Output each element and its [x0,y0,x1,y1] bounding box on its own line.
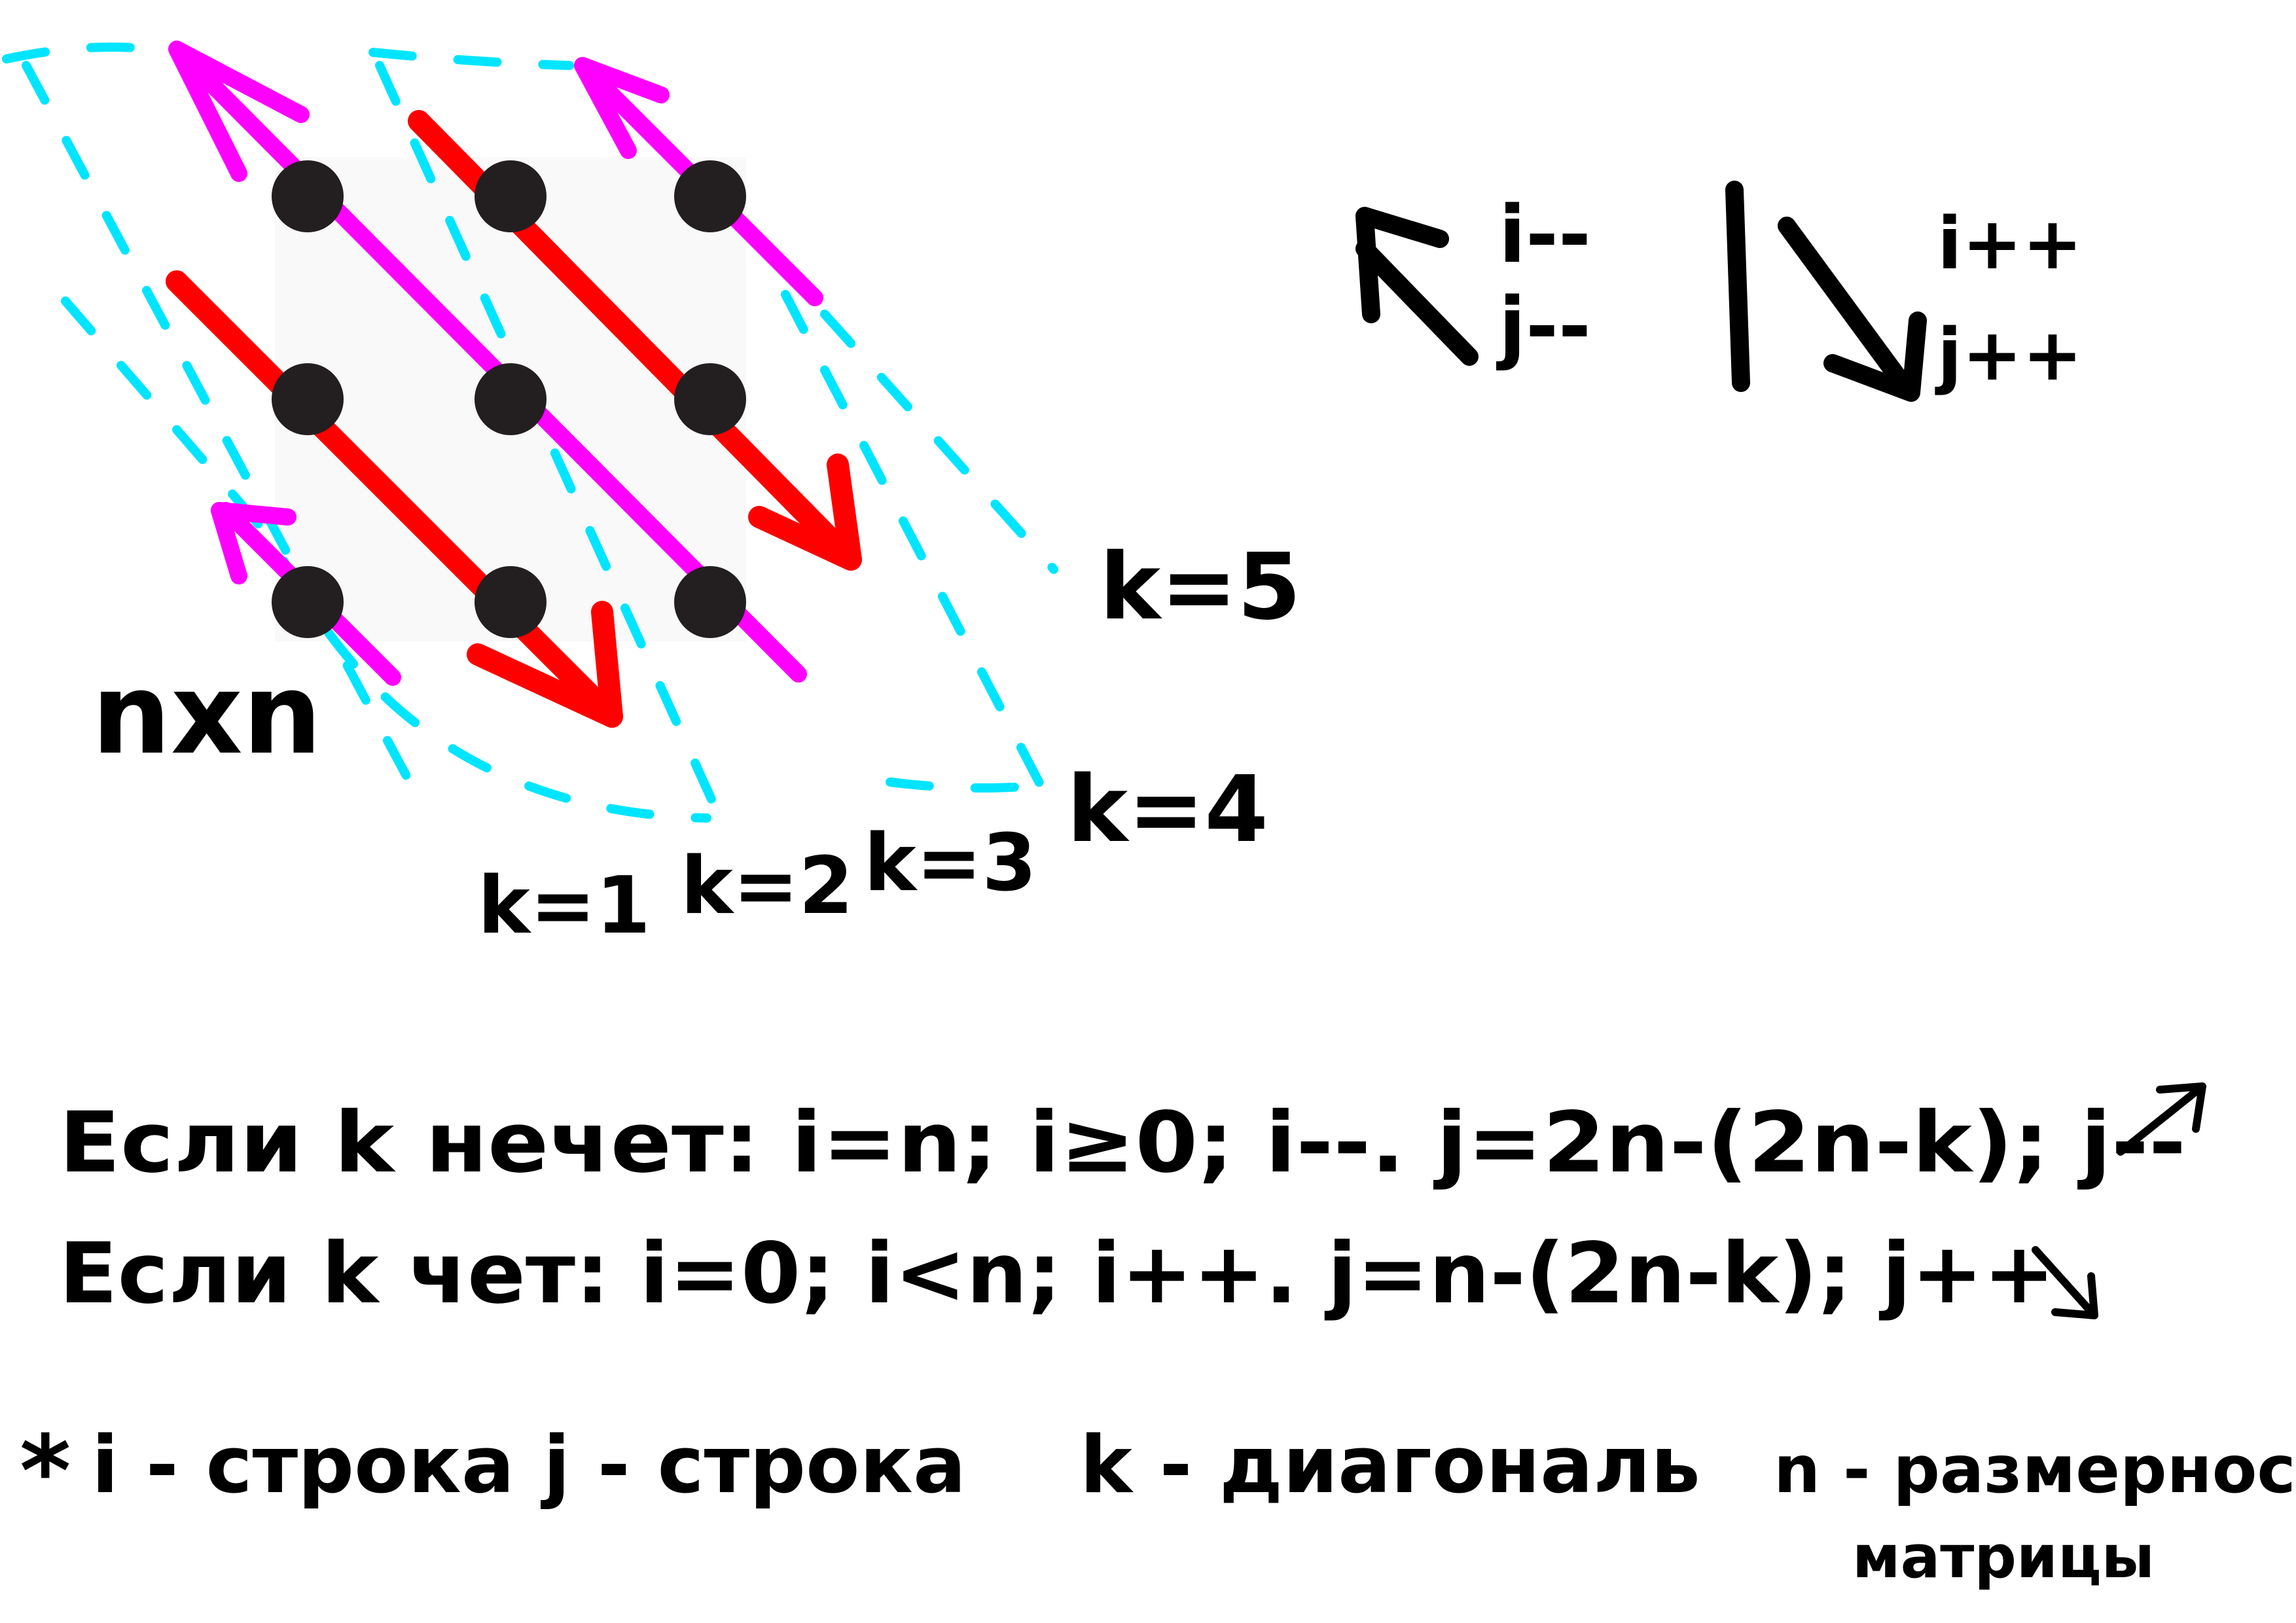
rule-odd-up-arrow-icon [2117,1082,2206,1156]
legend-up-j: j-- [1496,281,1591,372]
matrix-dots [272,160,746,638]
magenta-arrowhead-k3 [168,41,310,182]
magenta-arrowhead-k1 [211,502,296,584]
rule-even: Если k чет: i=0; i<n; i++. j=n-(2n-k); j… [59,1225,2055,1323]
definitions-prefix: * [20,1415,71,1529]
outline-k1 [61,296,711,823]
rule-even-down-arrow-icon [2032,1246,2098,1319]
matrix-dot [475,160,547,232]
outline-k5 [820,310,1058,574]
matrix-dot [674,566,746,638]
definition-k: k - диагональ [1080,1420,1700,1511]
legend-down-j: j++ [1935,313,2083,397]
outline-k4-top [368,48,574,70]
red-arrow-k2 [166,270,623,728]
matrix-size-label: nxn [92,650,322,779]
matrix-dot [475,363,547,435]
magenta-arrowhead-k5 [574,57,670,159]
outline-k4 [781,290,1045,790]
diagonal-label-k5: k=5 [1100,534,1301,641]
diagonal-outlines [2,43,1058,823]
outline-k2-left [22,61,430,816]
matrix-dot [674,363,746,435]
legend-down-arrowhead [1823,312,1927,402]
diagonal-label-k1: k=1 [478,861,651,952]
matrix-dot [272,566,344,638]
legend-up-arrowhead [1355,207,1449,323]
legend-down-i: i++ [1937,202,2083,285]
definition-n-line2: матрицы [1852,1523,2155,1592]
definition-j: j - строка [541,1420,966,1511]
rule-odd: Если k нечет: i=n; i≥0; i--. j=2n-(2n-k)… [59,1094,2186,1192]
legend-arrows [1355,181,1927,402]
outline-k3 [375,61,725,823]
diagonal-label-k2: k=2 [681,841,853,932]
definition-i: i - строка [92,1420,514,1511]
matrix-dot [674,160,746,232]
legend-up-arrow-icon [1355,240,1479,366]
outline-k3-base [886,777,1045,793]
red-arrowhead-k2 [467,601,623,728]
legend-down-arrow-icon [1778,217,1914,395]
diagonal-label-k3: k=3 [864,818,1037,909]
diagonal-label-k4: k=4 [1067,757,1268,863]
matrix-dot [475,566,547,638]
matrix-dot [272,160,344,232]
legend-separator [1725,181,1750,392]
red-arrowhead-k4 [748,454,862,571]
outline-k2-top [2,43,181,63]
legend-up-i: i-- [1499,190,1591,281]
matrix-dot [272,363,344,435]
definition-n-line1: n - размерность [1774,1431,2296,1508]
